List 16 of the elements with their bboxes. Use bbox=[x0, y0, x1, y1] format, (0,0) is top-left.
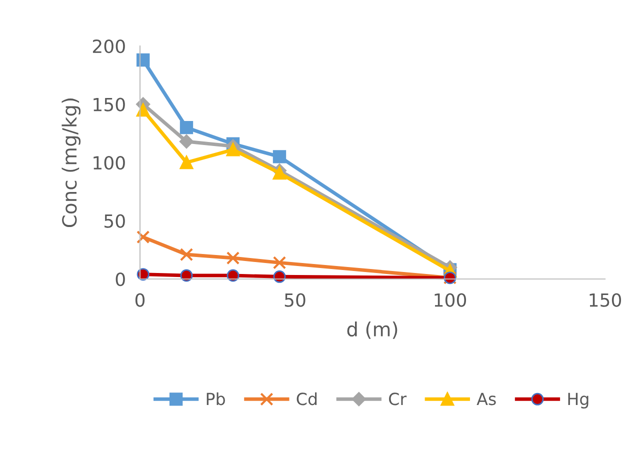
x-tick-label: 50 bbox=[284, 293, 306, 307]
legend-label: Cd bbox=[296, 392, 317, 406]
x-tick-label: 150 bbox=[590, 293, 622, 307]
y-tick-label: 200 bbox=[92, 39, 125, 54]
y-axis-title: Conc (mg/kg) bbox=[62, 98, 81, 228]
y-tick-label: 50 bbox=[104, 214, 125, 228]
x-tick-label: 100 bbox=[434, 293, 466, 307]
y-tick-label: 100 bbox=[94, 156, 125, 170]
legend-label: Hg bbox=[568, 392, 588, 408]
legend-label: Pb bbox=[206, 392, 225, 406]
y-tick-label: 150 bbox=[94, 98, 125, 112]
legend-label: Cr bbox=[389, 392, 407, 406]
x-axis-title: d (m) bbox=[347, 321, 398, 339]
y-tick-label: 0 bbox=[116, 272, 125, 286]
legend-label: As bbox=[476, 392, 496, 406]
x-tick-label: 0 bbox=[135, 293, 145, 307]
